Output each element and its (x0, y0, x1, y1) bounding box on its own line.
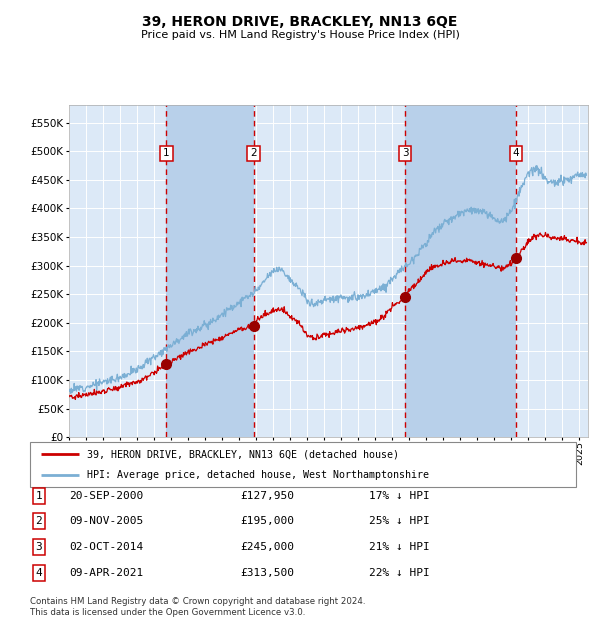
Text: 1: 1 (163, 149, 170, 159)
FancyBboxPatch shape (30, 442, 576, 487)
Text: 2: 2 (250, 149, 257, 159)
Bar (166, 105, 254, 437)
Text: £195,000: £195,000 (240, 516, 294, 526)
Text: 09-NOV-2005: 09-NOV-2005 (69, 516, 143, 526)
Text: 2: 2 (35, 516, 43, 526)
Text: 4: 4 (513, 149, 520, 159)
Text: £313,500: £313,500 (240, 568, 294, 578)
Text: 39, HERON DRIVE, BRACKLEY, NN13 6QE (detached house): 39, HERON DRIVE, BRACKLEY, NN13 6QE (det… (88, 449, 400, 459)
Text: £245,000: £245,000 (240, 542, 294, 552)
Text: 20-SEP-2000: 20-SEP-2000 (69, 491, 143, 501)
Text: 1: 1 (35, 491, 43, 501)
Text: 22% ↓ HPI: 22% ↓ HPI (369, 568, 430, 578)
Text: Price paid vs. HM Land Registry's House Price Index (HPI): Price paid vs. HM Land Registry's House … (140, 30, 460, 40)
Text: 4: 4 (35, 568, 43, 578)
Text: £127,950: £127,950 (240, 491, 294, 501)
Text: 3: 3 (35, 542, 43, 552)
Text: Contains HM Land Registry data © Crown copyright and database right 2024.
This d: Contains HM Land Registry data © Crown c… (30, 598, 365, 617)
Bar (405, 105, 516, 437)
Text: HPI: Average price, detached house, West Northamptonshire: HPI: Average price, detached house, West… (88, 469, 430, 480)
Text: 39, HERON DRIVE, BRACKLEY, NN13 6QE: 39, HERON DRIVE, BRACKLEY, NN13 6QE (142, 16, 458, 30)
Text: 02-OCT-2014: 02-OCT-2014 (69, 542, 143, 552)
Text: 17% ↓ HPI: 17% ↓ HPI (369, 491, 430, 501)
Text: 21% ↓ HPI: 21% ↓ HPI (369, 542, 430, 552)
Text: 25% ↓ HPI: 25% ↓ HPI (369, 516, 430, 526)
Text: 09-APR-2021: 09-APR-2021 (69, 568, 143, 578)
Text: 3: 3 (402, 149, 409, 159)
